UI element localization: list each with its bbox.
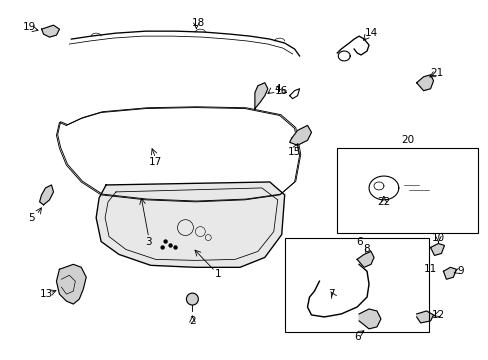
Polygon shape bbox=[56, 264, 86, 304]
Text: 12: 12 bbox=[431, 310, 444, 320]
Polygon shape bbox=[41, 25, 60, 37]
Text: 21: 21 bbox=[429, 68, 442, 78]
Text: 8: 8 bbox=[363, 244, 369, 255]
Bar bbox=[284, 238, 427, 332]
Polygon shape bbox=[443, 267, 455, 279]
Text: 5: 5 bbox=[28, 213, 35, 223]
Text: 7: 7 bbox=[327, 289, 334, 299]
Polygon shape bbox=[358, 309, 380, 329]
Text: 1: 1 bbox=[214, 269, 221, 279]
Text: 15: 15 bbox=[287, 147, 301, 157]
Text: 4: 4 bbox=[274, 84, 281, 94]
Text: 20: 20 bbox=[400, 135, 413, 145]
Polygon shape bbox=[96, 182, 284, 267]
Text: 2: 2 bbox=[189, 316, 195, 326]
Text: 6: 6 bbox=[355, 237, 362, 247]
Text: 18: 18 bbox=[191, 18, 204, 28]
Text: 11: 11 bbox=[423, 264, 436, 274]
Polygon shape bbox=[356, 251, 373, 267]
Text: 17: 17 bbox=[149, 157, 162, 167]
Bar bbox=[337, 148, 477, 233]
Polygon shape bbox=[429, 243, 444, 255]
Circle shape bbox=[174, 246, 177, 249]
Polygon shape bbox=[416, 311, 433, 323]
Circle shape bbox=[186, 293, 198, 305]
Circle shape bbox=[169, 244, 172, 247]
Text: 10: 10 bbox=[431, 233, 444, 243]
Polygon shape bbox=[289, 125, 311, 145]
Text: 22: 22 bbox=[377, 197, 390, 207]
Text: 13: 13 bbox=[40, 289, 53, 299]
Text: 9: 9 bbox=[456, 266, 463, 276]
Polygon shape bbox=[40, 185, 53, 205]
Text: 19: 19 bbox=[23, 22, 36, 32]
Circle shape bbox=[161, 246, 164, 249]
Text: 3: 3 bbox=[145, 237, 152, 247]
Text: 6: 6 bbox=[353, 332, 360, 342]
Circle shape bbox=[164, 240, 167, 243]
Polygon shape bbox=[416, 75, 433, 91]
Polygon shape bbox=[254, 83, 267, 109]
Text: 16: 16 bbox=[275, 86, 288, 96]
Text: 14: 14 bbox=[364, 28, 377, 38]
